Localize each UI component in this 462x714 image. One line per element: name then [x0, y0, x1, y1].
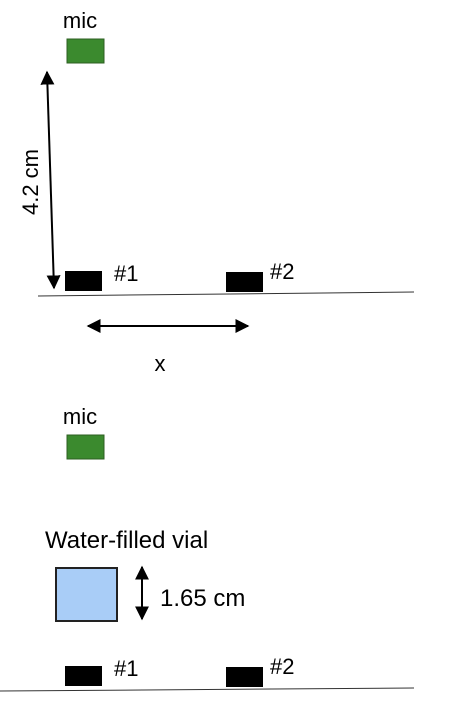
- bottom-mic-label: mic: [63, 404, 97, 429]
- separation-label: x: [155, 351, 166, 376]
- height-arrow: [40, 70, 61, 290]
- bottom-source-1-label: #1: [114, 656, 138, 681]
- vial-height-label: 1.65 cm: [160, 585, 245, 612]
- bottom-source-2-label: #2: [270, 654, 294, 679]
- vial-label: Water-filled vial: [45, 527, 208, 554]
- top-source-1-label: #1: [114, 261, 138, 286]
- top-source-1-icon: [65, 271, 102, 291]
- bottom-ground-line: [0, 687, 415, 692]
- bottom-source-1-icon: [65, 666, 102, 686]
- bottom-mic-icon: [66, 434, 105, 460]
- bottom-source-2-icon: [226, 667, 263, 687]
- top-mic-icon: [66, 38, 105, 64]
- vial-icon: [55, 567, 118, 622]
- top-panel: mic 4.2 cm #1 #2 x: [18, 8, 415, 376]
- top-mic-label: mic: [63, 8, 97, 33]
- height-label: 4.2 cm: [18, 149, 43, 215]
- top-source-2-label: #2: [270, 259, 294, 284]
- top-source-2-icon: [226, 272, 263, 292]
- bottom-panel: mic Water-filled vial 1.65 cm #1 #2: [0, 404, 415, 692]
- top-ground-line: [37, 291, 415, 297]
